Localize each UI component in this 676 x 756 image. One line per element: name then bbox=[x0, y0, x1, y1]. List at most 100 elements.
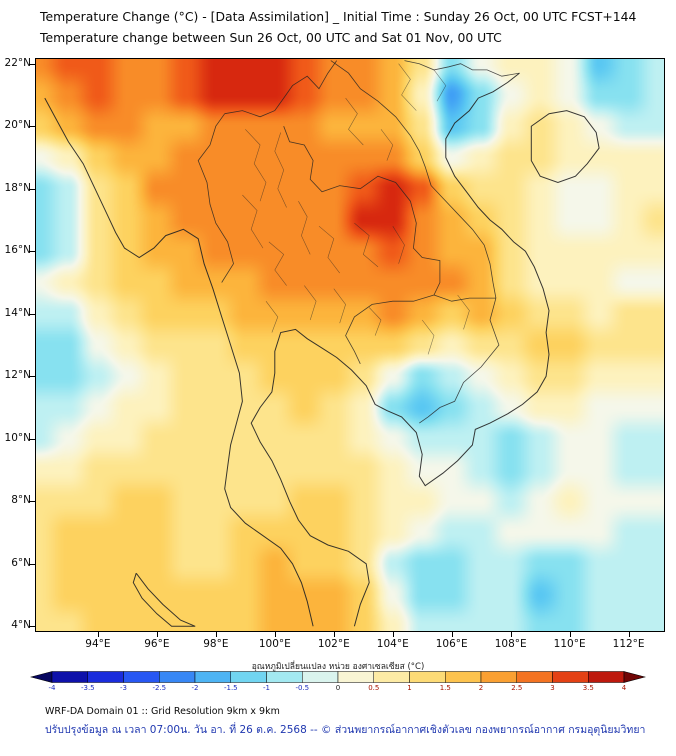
boundary-line bbox=[298, 201, 311, 255]
lat-tick-label: 4°N bbox=[11, 619, 31, 632]
colorbar-segment bbox=[516, 671, 553, 683]
lon-tick-mark bbox=[628, 631, 630, 637]
colorbar-left-arrow bbox=[30, 671, 53, 683]
lon-tick-label: 102°E bbox=[317, 638, 350, 650]
colorbar-segment bbox=[159, 671, 196, 683]
lat-tick-label: 8°N bbox=[11, 494, 31, 507]
colorbar-segment bbox=[445, 671, 482, 683]
boundary-line bbox=[368, 307, 382, 336]
boundary-line bbox=[392, 226, 405, 264]
boundary-line bbox=[224, 60, 338, 118]
colorbar-segment bbox=[51, 671, 88, 683]
lon-tick-mark bbox=[333, 631, 335, 637]
boundary-line bbox=[250, 72, 550, 627]
colorbar-segment bbox=[552, 671, 589, 683]
lat-tick-label: 10°N bbox=[4, 431, 31, 444]
lon-tick-label: 106°E bbox=[435, 638, 468, 650]
lon-tick-mark bbox=[156, 631, 158, 637]
colorbar-tick-label: -3 bbox=[120, 684, 127, 692]
colorbar-segment bbox=[123, 671, 160, 683]
boundary-line bbox=[354, 222, 379, 268]
colorbar-segment bbox=[230, 671, 267, 683]
colorbar-tick-label: -0.5 bbox=[295, 684, 310, 692]
colorbar-tick-label: 1 bbox=[407, 684, 412, 692]
map-boundaries-overlay bbox=[44, 60, 600, 627]
boundary-line bbox=[345, 97, 364, 146]
boundary-line bbox=[421, 319, 435, 355]
boundary-line bbox=[44, 97, 314, 627]
colorbar-tick-label: 3 bbox=[550, 684, 555, 692]
colorbar-tick-label: -2.5 bbox=[152, 684, 167, 692]
map-title: Temperature Change (°C) - [Data Assimila… bbox=[40, 9, 637, 24]
colorbar-title: อุณหภูมิเปลี่ยนแปลง หน่วย องศาเซลเซียส (… bbox=[251, 662, 425, 672]
lon-tick-mark bbox=[97, 631, 99, 637]
lat-tick-mark bbox=[29, 376, 35, 378]
lat-tick-label: 12°N bbox=[4, 369, 31, 382]
boundary-line bbox=[268, 241, 287, 286]
colorbar-tick-label: -1 bbox=[263, 684, 270, 692]
boundary-line bbox=[330, 60, 497, 299]
lon-tick-mark bbox=[569, 631, 571, 637]
colorbar-tick-label: 2 bbox=[478, 684, 484, 692]
colorbar-tick-label: -2 bbox=[191, 684, 199, 692]
colorbar-segment bbox=[373, 671, 410, 683]
lat-tick-label: 18°N bbox=[4, 181, 31, 194]
colorbar-tick-label: 0.5 bbox=[368, 684, 380, 692]
boundary-line bbox=[419, 297, 500, 424]
lat-tick-label: 6°N bbox=[11, 556, 31, 569]
boundary-line bbox=[398, 63, 417, 111]
lat-tick-label: 22°N bbox=[4, 56, 31, 69]
boundary-line bbox=[404, 60, 520, 77]
lat-tick-mark bbox=[29, 313, 35, 315]
lat-tick-mark bbox=[29, 563, 35, 565]
boundary-line bbox=[265, 301, 279, 333]
lon-tick-label: 98°E bbox=[203, 638, 229, 650]
boundary-line bbox=[242, 194, 264, 249]
colorbar: -4 -3.5 -3 -2.5 -2 -1.5 -1 -0.5 0 0.5 1 1.5 2 2.5 3 3.5… bbox=[30, 671, 646, 697]
boundary-line bbox=[433, 294, 496, 302]
colorbar-tick-label: 3.5 bbox=[582, 684, 594, 692]
colorbar-segment bbox=[266, 671, 303, 683]
title-block: Temperature Change (°C) - [Data Assimila… bbox=[40, 6, 636, 48]
lon-tick-mark bbox=[392, 631, 394, 637]
boundary-line bbox=[380, 129, 394, 161]
colorbar-tick-label: -4 bbox=[48, 684, 56, 692]
lon-tick-label: 94°E bbox=[85, 638, 111, 650]
map-plot-area: 22°N 20°N 18°N 16°N 14°N 12°N 10°N 8°N 6°N 4°N 94°… bbox=[5, 57, 665, 650]
footer-domain-info: WRF-DA Domain 01 :: Grid Resolution 9km … bbox=[45, 706, 280, 717]
lon-tick-mark bbox=[215, 631, 217, 637]
lon-tick-label: 108°E bbox=[494, 638, 527, 650]
colorbar-gradient bbox=[30, 671, 646, 683]
colorbar-tick-label: -3.5 bbox=[80, 684, 95, 692]
lon-tick-mark bbox=[274, 631, 276, 637]
colorbar-segment bbox=[480, 671, 517, 683]
boundary-line bbox=[132, 572, 196, 627]
lat-tick-label: 20°N bbox=[4, 119, 31, 132]
boundary-line bbox=[274, 132, 287, 208]
boundary-line bbox=[345, 294, 435, 364]
boundary-line bbox=[530, 110, 600, 184]
colorbar-tick-label: 1.5 bbox=[439, 684, 451, 692]
footer-update-info: ปรับปรุงข้อมูล ณ เวลา 07:00น. วัน อา. ที… bbox=[45, 724, 646, 736]
boundary-line bbox=[197, 113, 234, 283]
lat-tick-mark bbox=[29, 251, 35, 253]
lon-tick-label: 96°E bbox=[144, 638, 170, 650]
boundary-line bbox=[304, 285, 317, 321]
lat-tick-mark bbox=[29, 626, 35, 628]
lon-tick-label: 100°E bbox=[258, 638, 291, 650]
colorbar-segment bbox=[337, 671, 374, 683]
colorbar-right-arrow bbox=[623, 671, 646, 683]
map-subtitle: Temperature change between Sun 26 Oct, 0… bbox=[40, 30, 502, 45]
colorbar-segment bbox=[302, 671, 339, 683]
temperature-heatmap-canvas bbox=[36, 59, 664, 631]
boundary-line bbox=[333, 288, 346, 324]
lon-tick-mark bbox=[510, 631, 512, 637]
colorbar-segment bbox=[87, 671, 124, 683]
lat-tick-mark bbox=[29, 501, 35, 503]
colorbar-tick-label: 4 bbox=[621, 684, 627, 692]
boundary-line bbox=[283, 126, 441, 296]
lon-tick-label: 110°E bbox=[553, 638, 586, 650]
lon-tick-label: 112°E bbox=[612, 638, 645, 650]
boundary-line bbox=[457, 294, 470, 330]
